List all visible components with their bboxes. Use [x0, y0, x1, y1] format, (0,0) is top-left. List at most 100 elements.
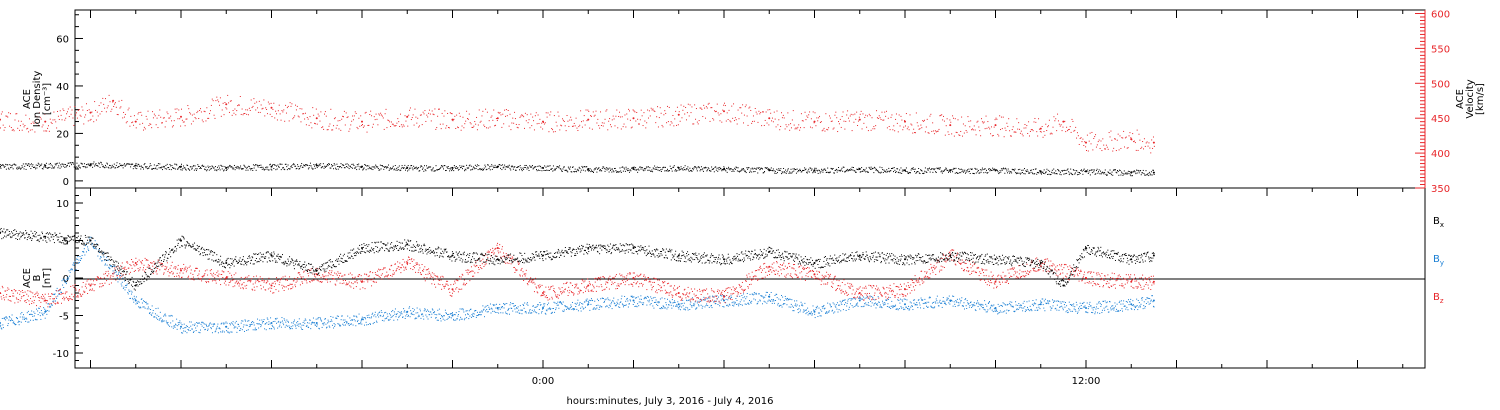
- velocity-sample: [612, 115, 614, 117]
- density-sample: [14, 163, 16, 165]
- by-sample: [620, 298, 622, 300]
- density-sample: [846, 169, 848, 171]
- density-sample: [133, 165, 135, 167]
- density-sample: [544, 170, 546, 172]
- by-sample: [378, 316, 380, 318]
- by-sample: [301, 328, 303, 330]
- velocity-sample: [780, 125, 782, 127]
- by-sample: [259, 323, 261, 325]
- density-sample: [699, 170, 701, 172]
- velocity-sample: [593, 115, 595, 117]
- velocity-sample: [847, 110, 849, 112]
- density-sample: [134, 167, 136, 169]
- density-sample: [1090, 169, 1092, 171]
- velocity-sample: [317, 113, 319, 115]
- density-sample: [145, 166, 147, 168]
- density-sample: [1053, 172, 1055, 174]
- velocity-sample: [978, 126, 980, 128]
- density-sample: [949, 169, 951, 171]
- by-sample: [455, 312, 457, 314]
- density-sample: [662, 167, 664, 169]
- velocity-sample: [989, 128, 991, 130]
- by-sample: [14, 324, 16, 326]
- velocity-sample: [139, 123, 141, 125]
- density-sample: [966, 169, 968, 171]
- velocity-sample: [759, 113, 761, 115]
- velocity-sample: [935, 131, 937, 133]
- by-sample: [226, 330, 228, 332]
- density-sample: [1047, 169, 1049, 171]
- velocity-sample: [724, 105, 726, 107]
- by-sample: [685, 299, 687, 301]
- velocity-sample: [665, 112, 667, 114]
- density-sample: [396, 169, 398, 171]
- velocity-sample: [585, 109, 587, 111]
- density-sample: [732, 169, 734, 171]
- density-sample: [84, 166, 86, 168]
- density-sample: [633, 166, 635, 168]
- density-sample: [440, 166, 442, 168]
- velocity-sample: [962, 123, 964, 125]
- velocity-sample: [121, 99, 123, 101]
- by-sample: [439, 313, 441, 315]
- density-sample: [795, 172, 797, 174]
- by-sample: [674, 300, 676, 302]
- velocity-sample: [465, 120, 467, 122]
- by-sample: [228, 332, 230, 334]
- by-sample: [396, 314, 398, 316]
- density-sample: [1089, 169, 1091, 171]
- density-sample: [1106, 174, 1108, 176]
- by-sample: [283, 318, 285, 320]
- by-sample: [287, 321, 289, 323]
- density-sample: [694, 166, 696, 168]
- by-sample: [456, 318, 458, 320]
- density-sample: [526, 168, 528, 170]
- velocity-sample: [1094, 136, 1096, 138]
- density-sample: [311, 167, 313, 169]
- by-sample: [567, 307, 569, 309]
- density-sample: [903, 170, 905, 172]
- velocity-point: [180, 115, 182, 118]
- density-sample: [549, 165, 551, 167]
- velocity-sample: [648, 110, 650, 112]
- density-sample: [117, 166, 119, 168]
- by-sample: [359, 323, 361, 325]
- density-sample: [705, 167, 707, 169]
- by-sample: [93, 248, 95, 250]
- by-sample: [459, 308, 461, 310]
- by-point: [1130, 303, 1133, 306]
- by-sample: [179, 320, 181, 322]
- density-sample: [763, 172, 765, 174]
- density-sample: [628, 171, 630, 173]
- density-sample: [270, 168, 272, 170]
- velocity-sample: [1103, 144, 1105, 146]
- density-sample: [912, 167, 914, 169]
- velocity-sample: [809, 126, 811, 128]
- velocity-sample: [70, 113, 72, 115]
- by-sample: [297, 321, 299, 323]
- by-sample: [617, 299, 619, 301]
- by-sample: [26, 312, 28, 314]
- velocity-sample: [1067, 129, 1069, 131]
- by-sample: [524, 311, 526, 313]
- density-sample: [361, 165, 363, 167]
- density-sample: [1145, 170, 1147, 172]
- density-sample: [436, 169, 438, 171]
- by-sample: [450, 317, 452, 319]
- velocity-sample: [1142, 141, 1144, 143]
- velocity-sample: [613, 118, 615, 120]
- by-sample: [385, 311, 387, 313]
- density-sample: [138, 164, 140, 166]
- density-sample: [131, 163, 133, 165]
- velocity-sample: [610, 126, 612, 128]
- by-sample: [687, 309, 689, 311]
- by-sample: [491, 307, 493, 309]
- density-sample: [208, 167, 210, 169]
- by-sample: [468, 318, 470, 320]
- by-point: [44, 310, 47, 313]
- density-sample: [489, 169, 491, 171]
- velocity-sample: [854, 113, 856, 115]
- by-sample: [523, 304, 525, 306]
- velocity-sample: [447, 126, 449, 128]
